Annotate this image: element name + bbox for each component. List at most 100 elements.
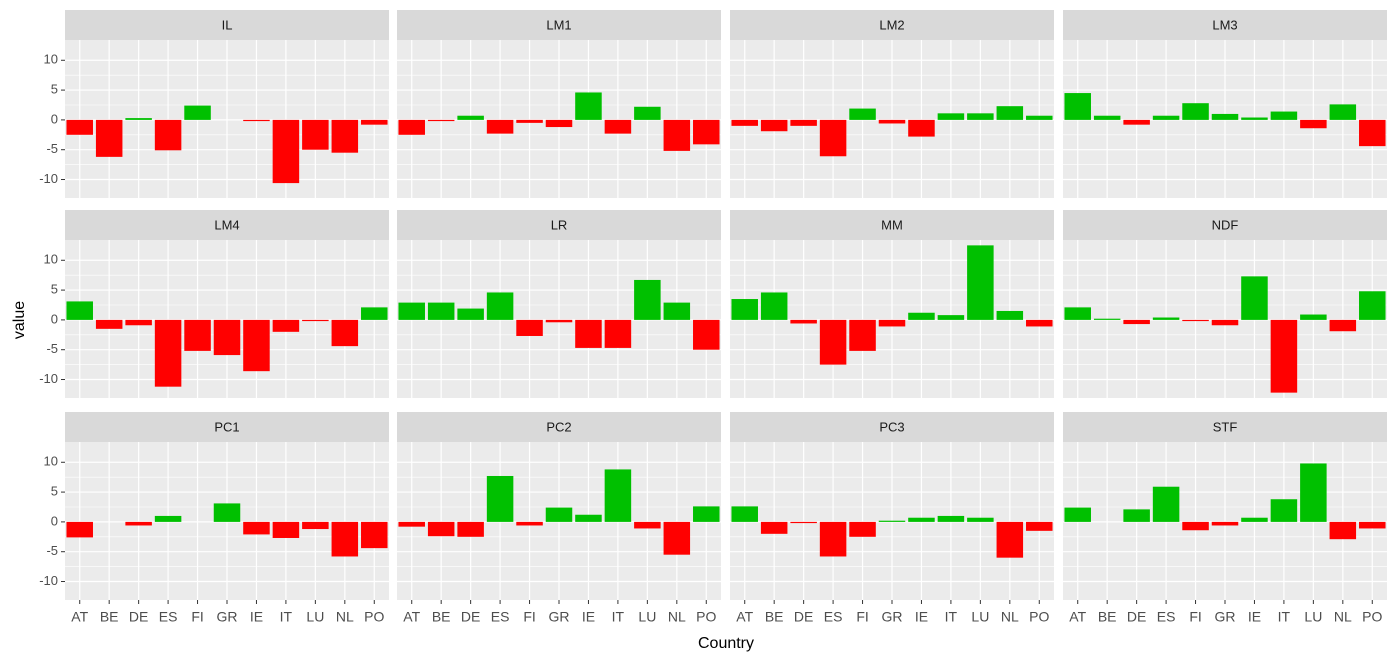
bar: [760, 521, 788, 534]
bar: [1123, 509, 1150, 522]
bar: [272, 521, 300, 538]
bar: [184, 319, 211, 351]
bar: [457, 308, 484, 320]
bar: [66, 301, 93, 320]
x-tick-label: PO: [364, 609, 384, 625]
bar: [1152, 115, 1180, 120]
bar: [878, 520, 906, 522]
bar: [1211, 319, 1239, 326]
bar: [908, 312, 935, 320]
bar: [398, 521, 425, 527]
bar: [486, 119, 514, 134]
bar: [1123, 319, 1150, 325]
bar: [1359, 521, 1386, 529]
x-tick-label: LU: [971, 609, 989, 625]
strip-label: LM4: [214, 217, 239, 232]
bar: [331, 521, 359, 557]
strip: [730, 10, 1054, 40]
y-tick-label: 0: [51, 111, 58, 126]
bar: [361, 119, 388, 125]
x-tick-label: DE: [129, 609, 148, 625]
bar: [1093, 318, 1121, 320]
y-tick-label: 10: [44, 252, 58, 267]
bar: [1300, 119, 1327, 129]
strip: [730, 412, 1054, 442]
bar: [154, 319, 182, 387]
bar: [760, 292, 788, 320]
bar: [427, 119, 455, 122]
strip: [397, 10, 721, 40]
bar: [1064, 93, 1091, 120]
bar: [66, 521, 93, 538]
x-tick-label: NL: [1001, 609, 1019, 625]
bar: [693, 119, 720, 145]
bar: [996, 106, 1024, 120]
bar: [1064, 307, 1091, 320]
bar: [1152, 317, 1180, 320]
bar: [427, 521, 455, 537]
bar: [937, 315, 965, 320]
x-tick-label: PO: [1362, 609, 1382, 625]
x-tick-label: LU: [638, 609, 656, 625]
bar: [819, 521, 847, 557]
strip-label: STF: [1213, 419, 1238, 434]
bar: [545, 319, 573, 323]
x-tick-label: IE: [250, 609, 263, 625]
bar: [693, 319, 720, 350]
strip: [65, 210, 389, 240]
x-tick-label: BE: [100, 609, 119, 625]
x-tick-label: GR: [882, 609, 903, 625]
y-tick-label: 5: [51, 282, 58, 297]
bar: [213, 319, 241, 356]
bar: [996, 310, 1024, 320]
bar: [849, 319, 876, 351]
x-tick-label: IT: [612, 609, 625, 625]
bar: [457, 521, 484, 537]
strip-label: LM2: [879, 17, 904, 32]
bar: [731, 506, 758, 522]
bar: [154, 119, 182, 151]
bar: [1211, 521, 1239, 526]
y-tick-label: -10: [39, 171, 58, 186]
bar: [361, 521, 388, 549]
x-tick-label: BE: [765, 609, 784, 625]
x-tick-label: DE: [461, 609, 480, 625]
bar: [331, 319, 359, 347]
y-axis-title: value: [11, 301, 28, 339]
bar: [1241, 117, 1268, 120]
bar: [1241, 517, 1268, 522]
y-tick-label: -5: [46, 141, 58, 156]
bar: [937, 113, 965, 120]
bar: [790, 521, 817, 524]
bar: [575, 319, 602, 348]
x-tick-label: FI: [523, 609, 535, 625]
bar: [272, 119, 300, 184]
bar: [1182, 103, 1209, 120]
x-tick-label: IT: [1278, 609, 1291, 625]
bar: [1241, 276, 1268, 320]
bar: [243, 521, 270, 535]
bar: [1182, 319, 1209, 322]
x-tick-label: ES: [824, 609, 843, 625]
bar: [125, 118, 152, 120]
bar: [1123, 119, 1150, 125]
bar: [516, 521, 543, 526]
bar: [575, 514, 602, 522]
bar: [184, 105, 211, 120]
bar: [125, 521, 152, 526]
x-tick-label: GR: [1215, 609, 1236, 625]
x-tick-label: NL: [336, 609, 354, 625]
strip: [1063, 10, 1387, 40]
bar: [1093, 115, 1121, 120]
bar: [1026, 521, 1053, 531]
bar: [1182, 521, 1209, 531]
bar: [516, 319, 543, 336]
strip-label: NDF: [1212, 217, 1239, 232]
bar: [996, 521, 1024, 558]
x-tick-label: AT: [736, 609, 753, 625]
x-tick-label: IE: [915, 609, 928, 625]
bar: [634, 279, 661, 320]
x-tick-label: PO: [1029, 609, 1049, 625]
bar: [1300, 314, 1327, 320]
bar: [819, 319, 847, 365]
